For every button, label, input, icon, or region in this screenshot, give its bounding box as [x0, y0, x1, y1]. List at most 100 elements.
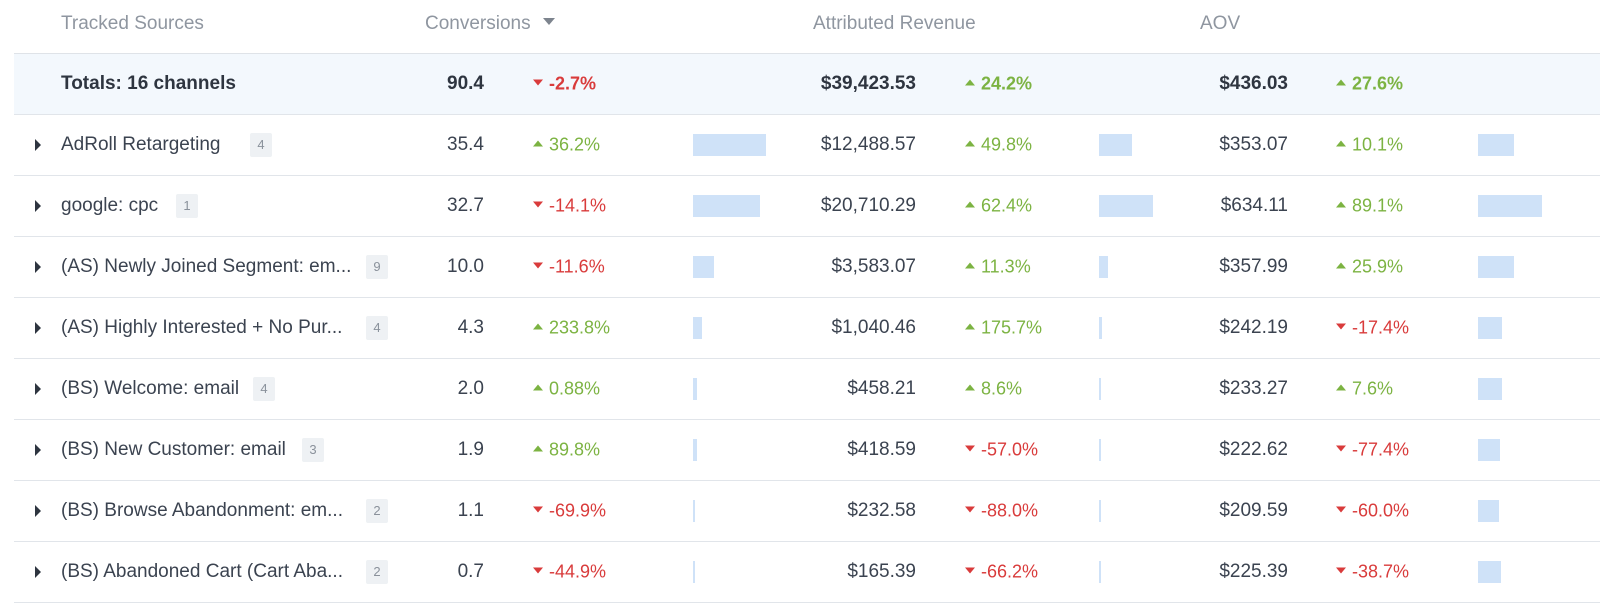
revenue-delta-value: 62.4% — [981, 195, 1033, 216]
aov-delta: -60.0% — [1336, 501, 1409, 522]
table-body: AdRoll Retargeting 4 35.4 36.2% $12,488.57 49… — [14, 115, 1600, 603]
conversions-value: 35.4 — [447, 134, 484, 155]
arrow-down-icon — [965, 445, 975, 452]
conversions-bar — [693, 500, 696, 522]
revenue-value: $458.21 — [847, 378, 916, 399]
arrow-down-icon — [533, 506, 543, 513]
aov-value: $242.19 — [1219, 317, 1288, 338]
aov-delta-value: 10.1% — [1352, 134, 1404, 155]
source-name[interactable]: (AS) Highly Interested + No Pur... — [61, 317, 343, 338]
revenue-delta-value: -88.0% — [981, 500, 1039, 521]
revenue-bar — [1099, 134, 1132, 156]
table-row[interactable]: (BS) Browse Abandonment: em... 2 1.1 -69.9%… — [14, 481, 1600, 542]
totals-revenue: $39,423.53 — [820, 73, 916, 94]
source-name[interactable]: (BS) Welcome: email — [61, 378, 240, 399]
aov-delta: -77.4% — [1336, 440, 1409, 461]
aov-delta-value: -77.4% — [1352, 439, 1410, 460]
conversions-value: 2.0 — [457, 378, 484, 399]
totals-label: Totals: 16 channels — [61, 73, 236, 94]
aov-bar — [1478, 256, 1515, 278]
conversions-delta: 36.2% — [533, 135, 600, 156]
conversions-delta-value: 89.8% — [549, 439, 601, 460]
arrow-up-icon — [533, 384, 543, 391]
source-name[interactable]: (BS) Abandoned Cart (Cart Aba... — [61, 561, 343, 582]
arrow-down-icon — [533, 79, 543, 86]
conversions-delta: 233.8% — [533, 318, 610, 339]
arrow-down-icon — [1336, 445, 1346, 452]
arrow-up-icon — [965, 140, 975, 147]
source-name[interactable]: google: cpc — [61, 195, 159, 216]
arrow-up-icon — [533, 323, 543, 330]
table-row[interactable]: (BS) New Customer: email 3 1.9 89.8% $418.59… — [14, 420, 1600, 481]
aov-delta: 89.1% — [1336, 196, 1403, 217]
table-row[interactable]: (BS) Welcome: email 4 2.0 0.88% $458.21 8.6% $… — [14, 359, 1600, 420]
arrow-up-icon — [1336, 79, 1346, 86]
column-header-sources[interactable]: Tracked Sources — [61, 13, 204, 34]
table-row[interactable]: google: cpc 1 32.7 -14.1% $20,710.29 62.4% $63… — [14, 176, 1600, 237]
revenue-delta: -88.0% — [965, 501, 1038, 522]
sort-descending-icon[interactable] — [542, 18, 555, 26]
source-name[interactable]: AdRoll Retargeting — [61, 134, 221, 155]
table-row[interactable]: (AS) Highly Interested + No Pur... 4 4.3 23… — [14, 298, 1600, 359]
arrow-down-icon — [1336, 567, 1346, 574]
conversions-delta: -69.9% — [533, 501, 606, 522]
column-header-conversions[interactable]: Conversions — [425, 13, 555, 35]
expand-row-icon[interactable] — [35, 139, 41, 151]
expand-row-icon[interactable] — [35, 383, 41, 395]
aov-bar — [1478, 134, 1514, 156]
revenue-value: $20,710.29 — [820, 195, 916, 216]
revenue-delta-value: 8.6% — [981, 378, 1023, 399]
aov-delta-value: -60.0% — [1352, 500, 1410, 521]
revenue-bar — [1099, 439, 1101, 461]
column-header-aov[interactable]: AOV — [1200, 13, 1241, 34]
sources-table: Tracked Sources Conversions Attributed R… — [14, 0, 1600, 603]
expand-row-icon[interactable] — [35, 322, 41, 334]
revenue-value: $418.59 — [847, 439, 916, 460]
source-count-badge: 9 — [366, 255, 388, 279]
totals-revenue-delta: 24.2% — [965, 74, 1032, 95]
conversions-delta: -14.1% — [533, 196, 606, 217]
conversions-bar — [693, 317, 702, 339]
aov-delta-value: 89.1% — [1352, 195, 1404, 216]
source-name[interactable]: (BS) New Customer: email — [61, 439, 286, 460]
aov-bar — [1478, 317, 1503, 339]
aov-bar — [1478, 561, 1501, 583]
conversions-delta-value: -14.1% — [549, 195, 607, 216]
expand-row-icon[interactable] — [35, 505, 41, 517]
revenue-bar — [1099, 256, 1109, 278]
aov-delta-value: -17.4% — [1352, 317, 1410, 338]
conversions-value: 1.1 — [457, 500, 484, 521]
table-row[interactable]: (AS) Newly Joined Segment: em... 9 10.0 -11… — [14, 237, 1600, 298]
revenue-bar — [1099, 378, 1101, 400]
expand-row-icon[interactable] — [35, 261, 41, 273]
arrow-down-icon — [1336, 506, 1346, 513]
source-count-badge: 4 — [250, 133, 272, 157]
arrow-down-icon — [965, 506, 975, 513]
revenue-delta: 62.4% — [965, 196, 1032, 217]
revenue-value: $1,040.46 — [831, 317, 916, 338]
expand-row-icon[interactable] — [35, 200, 41, 212]
revenue-bar — [1099, 317, 1102, 339]
expand-row-icon[interactable] — [35, 444, 41, 456]
source-count-badge: 3 — [302, 438, 324, 462]
aov-delta: 10.1% — [1336, 135, 1403, 156]
aov-value: $222.62 — [1219, 439, 1288, 460]
revenue-delta: 8.6% — [965, 379, 1022, 400]
arrow-up-icon — [533, 445, 543, 452]
source-count-badge: 2 — [366, 499, 388, 523]
arrow-up-icon — [965, 323, 975, 330]
table-row[interactable]: (BS) Abandoned Cart (Cart Aba... 2 0.7 -44.… — [14, 542, 1600, 603]
arrow-down-icon — [1336, 323, 1346, 330]
conversions-delta: 89.8% — [533, 440, 600, 461]
conversions-bar — [693, 134, 766, 156]
aov-value: $357.99 — [1219, 256, 1288, 277]
source-name[interactable]: (BS) Browse Abandonment: em... — [61, 500, 343, 521]
column-header-revenue[interactable]: Attributed Revenue — [813, 13, 976, 34]
aov-delta-value: -38.7% — [1352, 561, 1410, 582]
aov-bar — [1478, 378, 1502, 400]
expand-row-icon[interactable] — [35, 566, 41, 578]
revenue-delta-value: -57.0% — [981, 439, 1039, 460]
table-row[interactable]: AdRoll Retargeting 4 35.4 36.2% $12,488.57 49… — [14, 115, 1600, 176]
source-name[interactable]: (AS) Newly Joined Segment: em... — [61, 256, 352, 277]
arrow-down-icon — [533, 262, 543, 269]
